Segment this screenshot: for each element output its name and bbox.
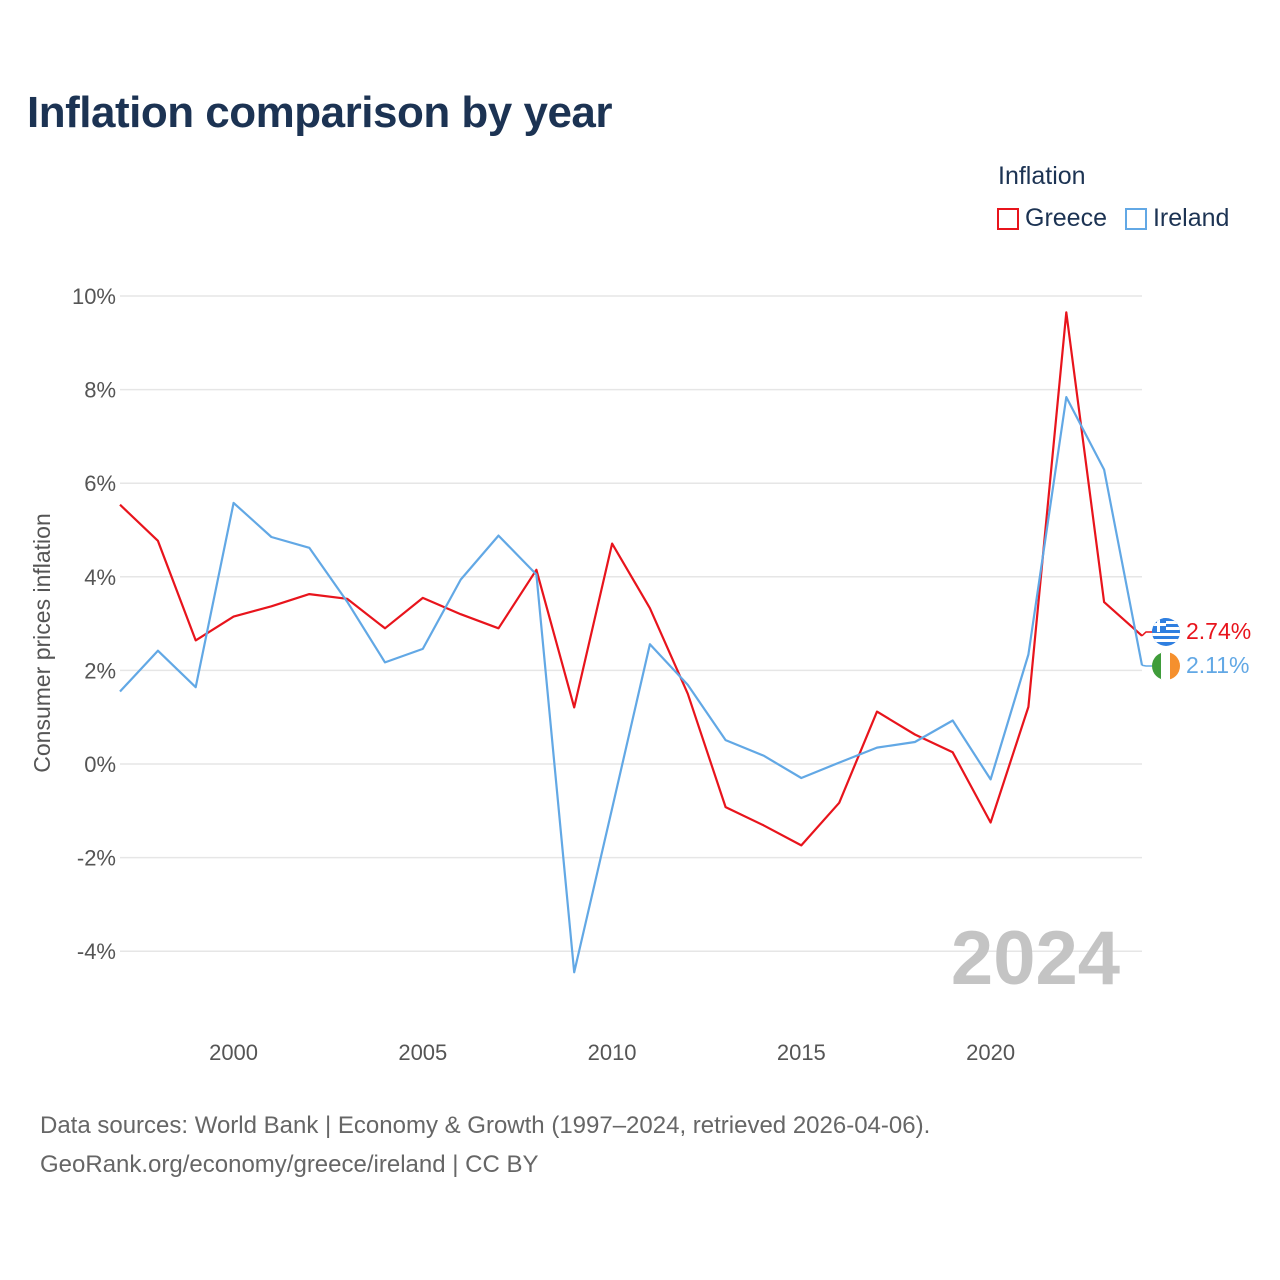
greece-flag-icon <box>1152 618 1180 646</box>
y-tick-label: 4% <box>84 565 116 590</box>
chart-title: Inflation comparison by year <box>27 88 613 137</box>
year-watermark: 2024 <box>951 916 1120 1001</box>
legend-swatch-greece <box>997 207 1019 230</box>
grid <box>120 295 1142 952</box>
footer: Data sources: World Bank | Economy & Gro… <box>40 1106 930 1184</box>
x-axis-ticks: 2000 2005 2010 2015 2020 <box>209 1040 1015 1065</box>
legend-item-ireland[interactable]: Ireland <box>1124 204 1230 233</box>
y-tick-label: 2% <box>84 658 116 683</box>
ireland-flag-icon <box>1152 652 1180 680</box>
y-axis-label: Consumer prices inflation <box>29 513 55 773</box>
x-tick-label: 2000 <box>209 1040 258 1065</box>
legend-swatch-ireland <box>1124 207 1147 230</box>
y-tick-label: 8% <box>84 378 116 403</box>
end-label-ireland: 2.11% <box>1186 652 1250 678</box>
footer-attribution[interactable]: GeoRank.org/economy/greece/ireland | CC … <box>40 1151 539 1178</box>
series-line-greece[interactable] <box>119 311 1143 847</box>
footer-sources: Data sources: World Bank | Economy & Gro… <box>40 1112 931 1139</box>
legend-label-ireland: Ireland <box>1152 204 1230 232</box>
legend: Greece Ireland <box>997 204 1229 233</box>
series-line-ireland[interactable] <box>119 396 1144 974</box>
y-tick-label: 0% <box>84 752 116 777</box>
y-tick-label: 6% <box>84 471 116 496</box>
series <box>119 311 1152 974</box>
legend-item-greece[interactable]: Greece <box>997 204 1107 233</box>
end-connector-ireland <box>1141 664 1152 667</box>
y-tick-label: 10% <box>72 284 116 309</box>
y-axis-ticks: 10% 8% 6% 4% 2% 0% -2% -4% <box>72 284 116 964</box>
legend-title: Inflation <box>998 162 1086 190</box>
y-tick-label: -4% <box>77 939 116 964</box>
y-tick-label: -2% <box>77 846 116 871</box>
x-tick-label: 2010 <box>588 1040 637 1065</box>
legend-label-greece: Greece <box>1025 204 1107 232</box>
x-tick-label: 2005 <box>398 1040 447 1065</box>
x-tick-label: 2020 <box>966 1040 1015 1065</box>
end-connector-greece <box>1141 631 1152 637</box>
end-label-greece: 2.74% <box>1186 618 1251 644</box>
x-tick-label: 2015 <box>777 1040 826 1065</box>
